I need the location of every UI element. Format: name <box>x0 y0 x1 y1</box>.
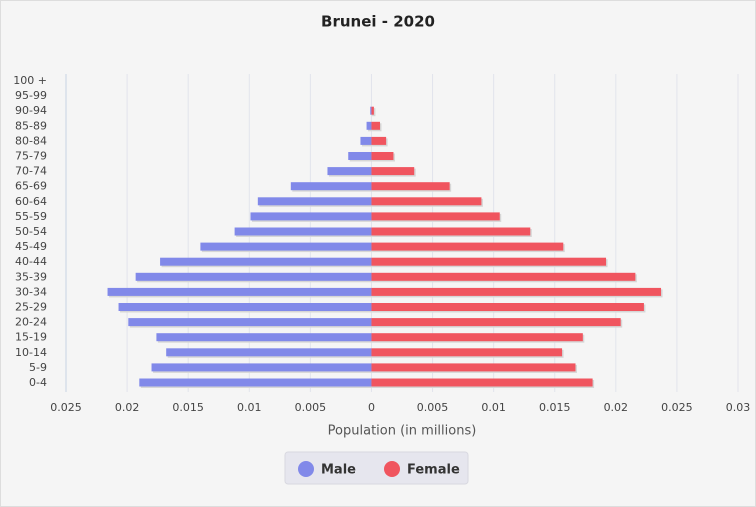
bar <box>371 212 500 221</box>
y-tick-label: 45-49 <box>15 240 47 253</box>
x-tick-label: 0.02 <box>604 401 629 414</box>
y-tick-label: 40-44 <box>15 255 47 268</box>
x-tick-label: 0.01 <box>237 401 262 414</box>
bar <box>200 242 372 251</box>
y-tick-label: 30-34 <box>15 285 47 298</box>
legend-marker[interactable] <box>384 461 400 477</box>
y-tick-label: 95-99 <box>15 89 47 102</box>
x-tick-label: 0.015 <box>539 401 571 414</box>
bar <box>118 303 372 311</box>
bar <box>135 272 372 281</box>
bar <box>371 227 531 236</box>
y-tick-label: 35-39 <box>15 270 47 283</box>
bar <box>371 106 374 115</box>
x-tick-label: 0.01 <box>481 401 506 414</box>
bar <box>360 136 372 145</box>
y-tick-label: 75-79 <box>15 150 47 163</box>
bar <box>327 167 372 176</box>
bar <box>128 318 372 327</box>
legend-label[interactable]: Female <box>407 463 460 478</box>
y-tick-label: 15-19 <box>15 331 47 344</box>
bar <box>370 106 372 115</box>
x-tick-label: 0.02 <box>115 401 140 414</box>
bar <box>371 167 415 176</box>
bar-shadow <box>372 108 376 117</box>
y-tick-label: 90-94 <box>15 104 47 117</box>
bar <box>156 333 372 342</box>
y-tick-label: 80-84 <box>15 134 47 147</box>
bar <box>107 287 372 296</box>
y-tick-label: 65-69 <box>15 180 47 193</box>
x-axis-title: Population (in millions) <box>328 424 477 439</box>
legend-label[interactable]: Male <box>321 463 356 478</box>
x-tick-label: 0.03 <box>726 401 751 414</box>
x-tick-label: 0.025 <box>661 401 693 414</box>
bar <box>371 121 381 130</box>
x-tick-label: 0.005 <box>417 401 449 414</box>
x-tick-label: 0.025 <box>50 401 82 414</box>
y-tick-label: 20-24 <box>15 316 47 329</box>
bar <box>371 257 607 266</box>
bar <box>160 257 372 266</box>
bar <box>371 242 564 251</box>
y-tick-label: 55-59 <box>15 210 47 223</box>
bar <box>371 348 563 357</box>
y-tick-label: 60-64 <box>15 195 47 208</box>
chart-title: Brunei - 2020 <box>321 13 435 31</box>
y-tick-label: 25-29 <box>15 301 47 314</box>
x-tick-label: 0.005 <box>295 401 327 414</box>
y-tick-label: 5-9 <box>29 361 47 374</box>
x-tick-label: 0 <box>368 401 375 414</box>
bar <box>371 333 583 342</box>
bar <box>290 182 372 191</box>
bar <box>371 378 593 387</box>
bar <box>151 363 372 372</box>
y-tick-label: 10-14 <box>15 346 47 359</box>
y-tick-label: 100 + <box>13 74 47 87</box>
bar <box>348 152 372 160</box>
bar <box>139 378 372 387</box>
y-tick-label: 0-4 <box>29 376 47 389</box>
bar <box>371 182 450 191</box>
bar <box>371 136 387 145</box>
legend <box>284 451 469 485</box>
bar <box>371 272 636 281</box>
y-tick-label: 85-89 <box>15 119 47 132</box>
bar <box>250 212 372 221</box>
bar <box>371 363 576 372</box>
bar <box>366 121 372 130</box>
bar <box>371 287 662 296</box>
y-tick-label: 70-74 <box>15 165 47 178</box>
bar <box>234 227 372 236</box>
legend-marker[interactable] <box>298 461 314 477</box>
bar <box>166 348 372 357</box>
y-tick-label: 50-54 <box>15 225 47 238</box>
x-tick-label: 0.015 <box>172 401 204 414</box>
bar <box>371 318 621 327</box>
bar <box>371 152 394 160</box>
bar <box>371 303 644 311</box>
bar <box>371 197 482 206</box>
bar <box>257 197 372 206</box>
